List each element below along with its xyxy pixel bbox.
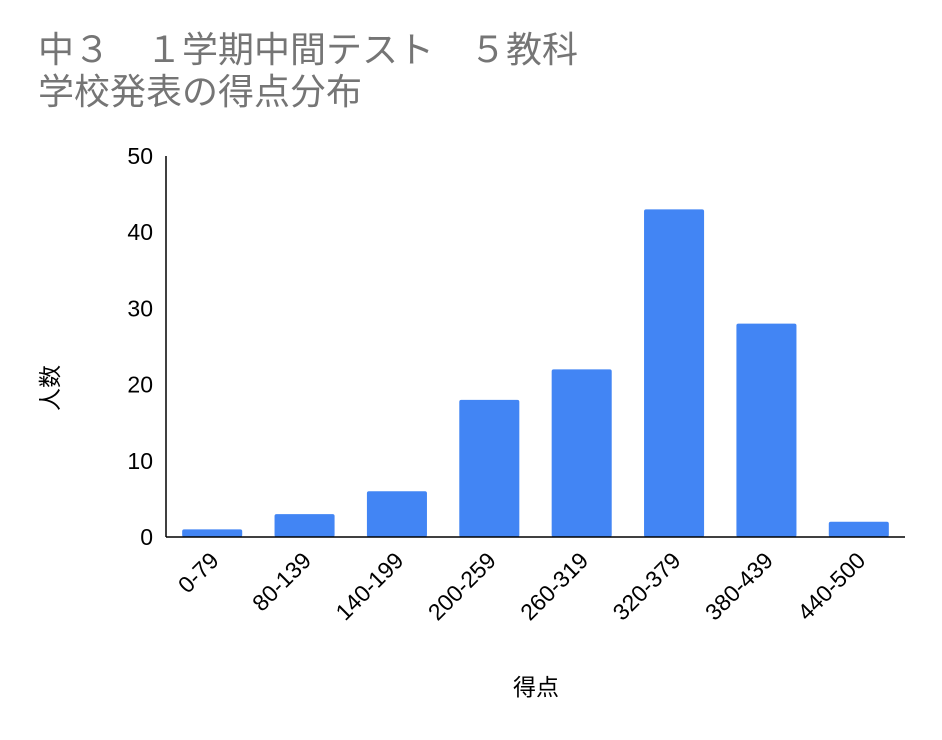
bar-320-379 xyxy=(644,209,705,537)
bar-380-439 xyxy=(736,323,797,537)
x-tick-label: 140-199 xyxy=(330,547,408,625)
bar-group xyxy=(182,209,889,537)
bar-0-79 xyxy=(182,529,243,537)
y-tick-label: 20 xyxy=(127,372,153,398)
x-tick-label: 0-79 xyxy=(173,547,224,598)
x-tick-label: 80-139 xyxy=(247,547,316,616)
chart-title-line-2: 学校発表の得点分布 xyxy=(38,72,363,113)
x-tick-label: 320-379 xyxy=(608,547,686,625)
x-tick-label: 440-500 xyxy=(792,547,870,625)
y-tick-label: 10 xyxy=(127,448,153,474)
bar-440-500 xyxy=(828,521,889,537)
x-tick-labels: 0-79 80-139 140-199 200-259 260-319 320-379 38… xyxy=(173,547,871,625)
bar-200-259 xyxy=(459,399,520,537)
x-axis-title: 得点 xyxy=(513,675,559,701)
bar-260-319 xyxy=(551,369,612,537)
bar-80-139 xyxy=(274,514,335,537)
y-tick-label: 40 xyxy=(127,219,153,245)
y-tick-label: 50 xyxy=(127,143,153,169)
bar-140-199 xyxy=(366,491,427,537)
x-tick-label: 380-439 xyxy=(700,547,778,625)
y-tick-labels: 0 10 20 30 40 50 xyxy=(127,143,153,550)
x-tick-label: 260-319 xyxy=(515,547,593,625)
y-tick-label: 30 xyxy=(127,295,153,321)
y-axis-title: 人数 xyxy=(38,365,64,411)
y-tick-label: 0 xyxy=(140,524,153,550)
x-tick-label: 200-259 xyxy=(423,547,501,625)
chart-title: 中３ １学期中間テスト ５教科 学校発表の得点分布 xyxy=(38,30,578,114)
chart-title-line-1: 中３ １学期中間テスト ５教科 xyxy=(38,30,579,71)
